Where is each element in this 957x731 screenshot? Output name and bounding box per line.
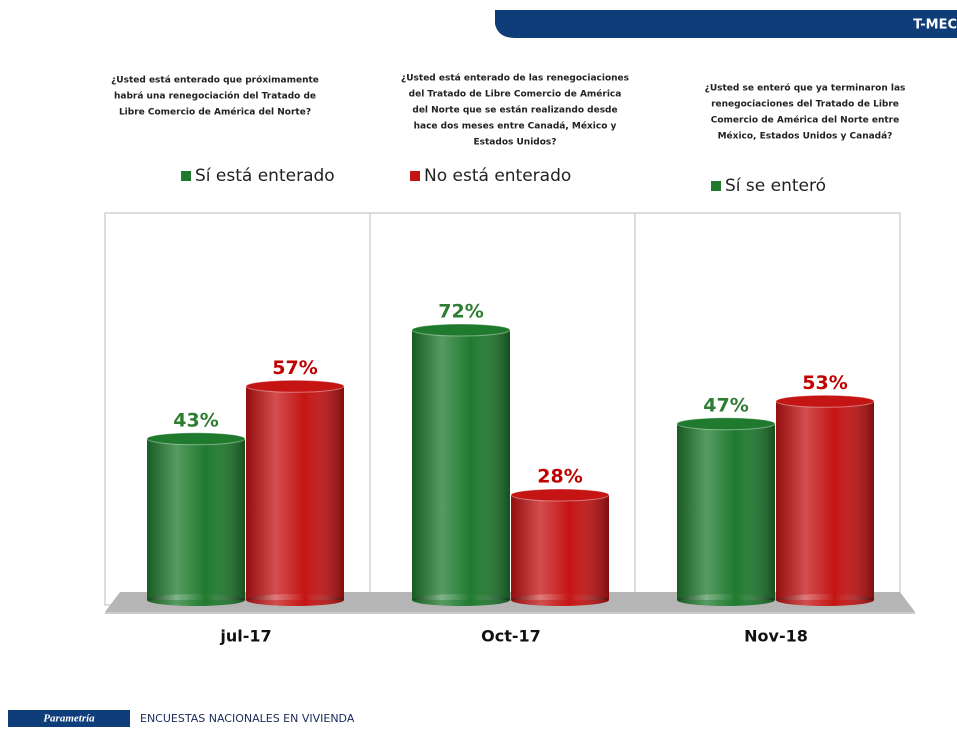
page: T-MEC Parametría ENCUESTAS NACIONALES EN… — [0, 0, 957, 727]
data-label: 53% — [802, 372, 847, 394]
bar-shine — [246, 386, 344, 600]
cylinder-bottom-shine — [677, 594, 775, 606]
bar-shine — [412, 330, 510, 600]
data-label: 57% — [272, 357, 317, 379]
bar-shine — [511, 495, 609, 600]
question-text: habrá una renegociación del Tratado de — [114, 91, 316, 102]
question-text: ¿Usted está enterado que próximamente — [111, 75, 319, 86]
question-text: renegociaciones del Tratado de Libre — [711, 100, 899, 110]
data-label: 72% — [438, 301, 483, 323]
bar-shine — [776, 401, 874, 600]
cylinder-top — [776, 395, 874, 407]
legend-label: Sí está enterado — [195, 166, 335, 186]
legend-label: No está enterado — [424, 166, 571, 186]
cylinder-top — [677, 418, 775, 430]
cylinder-bottom-shine — [776, 594, 874, 606]
footer-text: ENCUESTAS NACIONALES EN VIVIENDA — [140, 712, 355, 725]
legend-swatch — [711, 181, 721, 191]
chart: T-MEC Parametría ENCUESTAS NACIONALES EN… — [0, 0, 957, 727]
cylinder-top — [147, 433, 245, 445]
cylinder-top — [246, 380, 344, 392]
cylinder-bottom-shine — [147, 594, 245, 606]
question-text: Estados Unidos? — [474, 138, 557, 148]
cylinder-top — [412, 324, 510, 336]
question-text: Libre Comercio de América del Norte? — [119, 107, 311, 118]
legend-label: Sí se enteró — [725, 176, 826, 196]
bar-shine — [677, 424, 775, 600]
question-text: ¿Usted está enterado de las renegociacio… — [401, 74, 629, 84]
cylinder-bottom-shine — [246, 594, 344, 606]
header-tag: T-MEC — [913, 18, 957, 33]
footer-brand: Parametría — [43, 713, 95, 725]
data-label: 47% — [703, 394, 748, 416]
cylinder-top — [511, 489, 609, 501]
cylinder-bottom-shine — [412, 594, 510, 606]
bar-shine — [147, 439, 245, 600]
question-text: ¿Usted se enteró que ya terminaron las — [705, 83, 906, 94]
legend-swatch — [410, 171, 420, 181]
x-tick-label: Oct-17 — [481, 627, 541, 646]
question-text: del Tratado de Libre Comercio de América — [409, 89, 622, 100]
x-tick-label: Nov-18 — [744, 627, 808, 646]
data-label: 43% — [173, 409, 218, 431]
question-text: hace dos meses entre Canadá, México y — [414, 121, 617, 132]
question-text: México, Estados Unidos y Canadá? — [718, 131, 893, 142]
data-label: 28% — [537, 466, 582, 488]
header-bar — [495, 10, 957, 38]
question-text: del Norte que se están realizando desde — [412, 106, 617, 116]
legend-swatch — [181, 171, 191, 181]
cylinder-bottom-shine — [511, 594, 609, 606]
question-text: Comercio de América del Norte entre — [711, 115, 899, 126]
x-tick-label: jul-17 — [219, 627, 271, 646]
